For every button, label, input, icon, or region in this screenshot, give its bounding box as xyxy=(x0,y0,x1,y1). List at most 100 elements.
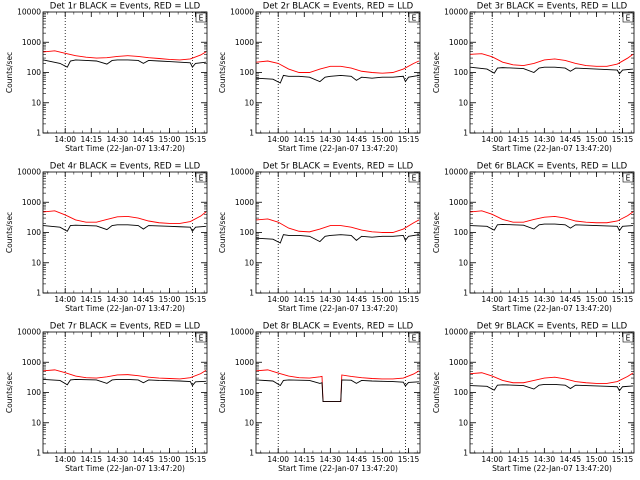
lld-series-line xyxy=(256,369,420,403)
x-tick-label: 14:00 xyxy=(54,455,76,464)
detector-chart-7: Det 7r BLACK = Events, RED = LLD 1 10 100 10… xyxy=(0,320,213,480)
corner-label: E xyxy=(625,334,630,343)
x-tick-label: 14:00 xyxy=(481,295,503,304)
y-axis-label: Counts/sec xyxy=(218,212,227,253)
x-tick-label: 14:15 xyxy=(507,135,529,144)
x-tick-label: 14:15 xyxy=(80,455,102,464)
chart-title: Det 8r BLACK = Events, RED = LLD xyxy=(263,322,414,332)
x-tick-label: 14:30 xyxy=(320,295,342,304)
corner-box xyxy=(195,12,207,23)
x-axis-label: Start Time (22-Jan-07 13:47:20) xyxy=(492,144,612,153)
y-tick-label: 100 xyxy=(240,228,255,237)
x-axis-label: Start Time (22-Jan-07 13:47:20) xyxy=(492,464,612,473)
y-tick-label: 10 xyxy=(245,98,255,107)
y-tick-label: 10000 xyxy=(230,8,254,17)
chart-title: Det 7r BLACK = Events, RED = LLD xyxy=(50,322,201,332)
lld-series-line xyxy=(469,53,633,67)
y-tick-label: 100 xyxy=(453,68,468,77)
detector-chart-5: Det 5r BLACK = Events, RED = LLD 1 10 100 10… xyxy=(213,160,426,320)
y-tick-label: 10 xyxy=(458,258,468,267)
y-tick-label: 1000 xyxy=(235,198,254,207)
x-tick-label: 15:00 xyxy=(159,455,181,464)
y-tick-label: 10000 xyxy=(17,328,41,337)
y-tick-label: 10 xyxy=(31,418,41,427)
x-tick-label: 14:30 xyxy=(107,135,129,144)
detector-chart-1: Det 1r BLACK = Events, RED = LLD 1 10 100 10… xyxy=(0,0,213,160)
lld-series-line xyxy=(469,210,633,224)
corner-label: E xyxy=(412,334,417,343)
x-tick-label: 15:00 xyxy=(372,295,394,304)
chart-svg: Det 1r BLACK = Events, RED = LLD 1 10 100 10… xyxy=(5,2,208,153)
y-tick-label: 1 xyxy=(463,289,468,298)
x-tick-label: 14:30 xyxy=(107,295,129,304)
y-tick-label: 1000 xyxy=(235,38,254,47)
lld-series-line xyxy=(43,50,207,61)
x-tick-label: 15:00 xyxy=(159,295,181,304)
y-tick-label: 1 xyxy=(463,449,468,458)
corner-label: E xyxy=(625,174,630,183)
x-tick-label: 14:45 xyxy=(346,455,368,464)
x-tick-label: 14:00 xyxy=(268,295,290,304)
detector-chart-4: Det 4r BLACK = Events, RED = LLD 1 10 100 10… xyxy=(0,160,213,320)
y-tick-label: 10000 xyxy=(17,168,41,177)
x-axis-label: Start Time (22-Jan-07 13:47:20) xyxy=(278,304,398,313)
x-tick-label: 15:00 xyxy=(372,135,394,144)
chart-title: Det 1r BLACK = Events, RED = LLD xyxy=(50,2,201,12)
y-axis-label: Counts/sec xyxy=(218,52,227,93)
x-tick-label: 15:00 xyxy=(585,455,607,464)
x-axis-label: Start Time (22-Jan-07 13:47:20) xyxy=(65,464,185,473)
events-series-line xyxy=(469,66,633,75)
corner-label: E xyxy=(412,174,417,183)
x-axis-label: Start Time (22-Jan-07 13:47:20) xyxy=(278,144,398,153)
y-tick-label: 10000 xyxy=(444,328,468,337)
y-tick-label: 10 xyxy=(31,258,41,267)
lld-series-line xyxy=(469,372,633,384)
x-tick-label: 15:00 xyxy=(585,135,607,144)
y-tick-label: 100 xyxy=(27,68,42,77)
chart-svg: Det 9r BLACK = Events, RED = LLD 1 10 100 10… xyxy=(432,322,635,473)
x-tick-label: 14:45 xyxy=(133,295,155,304)
chart-svg: Det 5r BLACK = Events, RED = LLD 1 10 100 10… xyxy=(218,162,421,313)
x-tick-label: 14:15 xyxy=(507,455,529,464)
plot-frame xyxy=(255,331,421,454)
y-tick-label: 100 xyxy=(453,228,468,237)
x-tick-label: 14:00 xyxy=(54,295,76,304)
corner-box xyxy=(622,332,633,343)
y-tick-label: 1000 xyxy=(235,358,254,367)
plot-frame xyxy=(255,171,421,294)
chart-svg: Det 3r BLACK = Events, RED = LLD 1 10 100 10… xyxy=(432,2,635,153)
corner-box xyxy=(409,12,420,23)
y-tick-label: 10 xyxy=(245,418,255,427)
plot-frame xyxy=(469,331,635,454)
x-tick-label: 15:15 xyxy=(611,135,633,144)
x-tick-label: 14:45 xyxy=(346,295,368,304)
corner-box xyxy=(409,332,420,343)
events-series-line xyxy=(256,379,420,403)
y-tick-label: 100 xyxy=(453,388,468,397)
x-tick-label: 14:00 xyxy=(481,135,503,144)
corner-box xyxy=(195,332,207,343)
x-tick-label: 14:45 xyxy=(133,135,155,144)
lld-series-line xyxy=(43,210,207,224)
corner-label: E xyxy=(199,334,204,343)
y-tick-label: 100 xyxy=(27,388,42,397)
plot-frame xyxy=(255,11,421,134)
x-tick-label: 14:45 xyxy=(559,295,581,304)
x-axis-label: Start Time (22-Jan-07 13:47:20) xyxy=(65,144,185,153)
events-series-line xyxy=(256,234,420,244)
detector-chart-3: Det 3r BLACK = Events, RED = LLD 1 10 100 10… xyxy=(427,0,640,160)
chart-title: Det 3r BLACK = Events, RED = LLD xyxy=(476,2,627,12)
events-series-line xyxy=(43,378,206,387)
x-tick-label: 14:45 xyxy=(133,455,155,464)
x-tick-label: 15:15 xyxy=(398,135,420,144)
y-tick-label: 10000 xyxy=(444,168,468,177)
x-tick-label: 14:00 xyxy=(268,455,290,464)
corner-box xyxy=(622,172,633,183)
chart-svg: Det 2r BLACK = Events, RED = LLD 1 10 100 10… xyxy=(218,2,421,153)
plot-frame xyxy=(42,331,208,454)
x-tick-label: 14:15 xyxy=(294,135,316,144)
y-axis-label: Counts/sec xyxy=(218,372,227,413)
x-tick-label: 14:00 xyxy=(268,135,290,144)
x-tick-label: 15:00 xyxy=(585,295,607,304)
